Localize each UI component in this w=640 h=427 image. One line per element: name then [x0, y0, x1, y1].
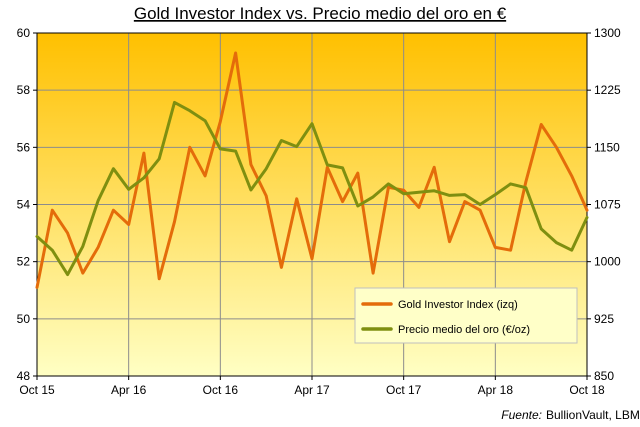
series-line-precio-medio-oro: [35, 100, 589, 277]
y-right-tick-label: 925: [594, 312, 614, 326]
y-left-tick-label: 48: [17, 369, 31, 383]
x-tick-label: Apr 16: [111, 383, 147, 397]
source-label: Fuente:: [501, 408, 542, 422]
axes: 48 50 52 54 56 58 60 850 925 1000 1075 1150 1225 1300…: [17, 26, 621, 397]
x-tick-label: Oct 18: [569, 383, 605, 397]
y-left-tick-label: 58: [17, 83, 31, 97]
y-right-tick-label: 850: [594, 369, 614, 383]
plot-border: [36, 32, 588, 377]
x-tick-label: Apr 17: [294, 383, 330, 397]
y-right-tick-label: 1225: [594, 83, 621, 97]
legend-box: [354, 287, 578, 344]
y-left-tick-label: 54: [17, 198, 31, 212]
y-left-tick-label: 50: [17, 312, 31, 326]
y-right-tick-label: 1075: [594, 198, 621, 212]
legend-label-gold-investor-index: Gold Investor Index (izq): [398, 299, 518, 311]
series-layer: [35, 51, 589, 289]
y-left-tick-label: 60: [17, 26, 31, 40]
y-right-tick-label: 1000: [594, 255, 621, 269]
legend-label-precio-medio-oro: Precio medio del oro (€/oz): [398, 324, 530, 336]
x-tick-label: Oct 17: [386, 383, 422, 397]
legend: Gold Investor Index (izq) Precio medio d…: [354, 287, 578, 344]
x-tick-label: Apr 18: [478, 383, 514, 397]
x-tick-label: Oct 16: [203, 383, 239, 397]
y-left-tick-label: 56: [17, 140, 31, 154]
x-tick-label: Oct 15: [19, 383, 55, 397]
y-right-tick-label: 1150: [594, 140, 620, 154]
chart-title: Gold Investor Index vs. Precio medio del…: [134, 4, 507, 23]
series-line-gold-investor-index: [35, 51, 589, 289]
y-left-tick-label: 52: [17, 255, 31, 269]
source-value: BullionVault, LBMA: [546, 408, 640, 422]
y-right-tick-label: 1300: [594, 26, 621, 40]
